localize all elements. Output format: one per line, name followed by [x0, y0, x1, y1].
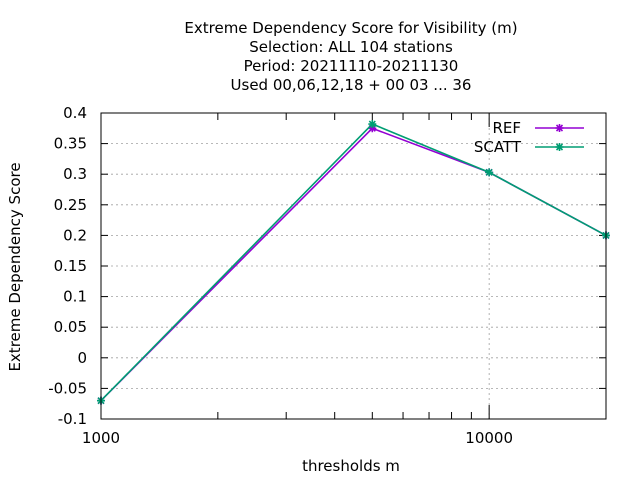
- chart-title: Extreme Dependency Score for Visibility …: [184, 19, 517, 94]
- series-point-scatt: [485, 168, 494, 177]
- legend-label-scatt: SCATT: [474, 138, 522, 156]
- title-line-1: Extreme Dependency Score for Visibility …: [184, 19, 517, 37]
- x-axis-label: thresholds m: [302, 457, 400, 475]
- grid: [100, 112, 606, 420]
- title-line-2: Selection: ALL 104 stations: [249, 38, 453, 56]
- series-line-ref: [100, 127, 607, 402]
- series: [97, 120, 610, 405]
- plot-frame: [100, 112, 607, 420]
- legend-marker-scatt: [555, 143, 564, 151]
- x-tick-label: 10000: [465, 429, 513, 447]
- y-tick-label: 0.2: [63, 226, 87, 244]
- y-tick-label: 0.25: [54, 196, 87, 214]
- y-tick-label: 0.15: [54, 257, 87, 275]
- series-point-ref: [368, 124, 377, 133]
- legend-marker-ref: [555, 124, 564, 132]
- y-tick-label: 0.05: [54, 318, 87, 336]
- title-line-4: Used 00,06,12,18 + 00 03 ... 36: [231, 76, 472, 94]
- axis-ticks: -0.1 -0.05 0 0.05 0.1 0.15 0.2 0.25 0.3 0.35 0.4 10…: [48, 104, 607, 447]
- series-point-scatt: [368, 120, 377, 129]
- series-line-scatt: [100, 123, 607, 402]
- y-tick-label: 0.4: [63, 104, 87, 122]
- y-tick-label: 0: [77, 349, 87, 367]
- y-tick-label: 0.3: [63, 165, 87, 183]
- y-tick-label: -0.05: [48, 379, 87, 397]
- y-tick-label: 0.35: [54, 135, 87, 153]
- title-line-3: Period: 20211110-20211130: [244, 57, 459, 75]
- x-tick-label: 1000: [82, 429, 120, 447]
- y-tick-label: 0.1: [63, 288, 87, 306]
- y-tick-label: -0.1: [58, 410, 87, 428]
- y-axis-label: Extreme Dependency Score: [6, 162, 24, 371]
- legend-label-ref: REF: [492, 119, 521, 137]
